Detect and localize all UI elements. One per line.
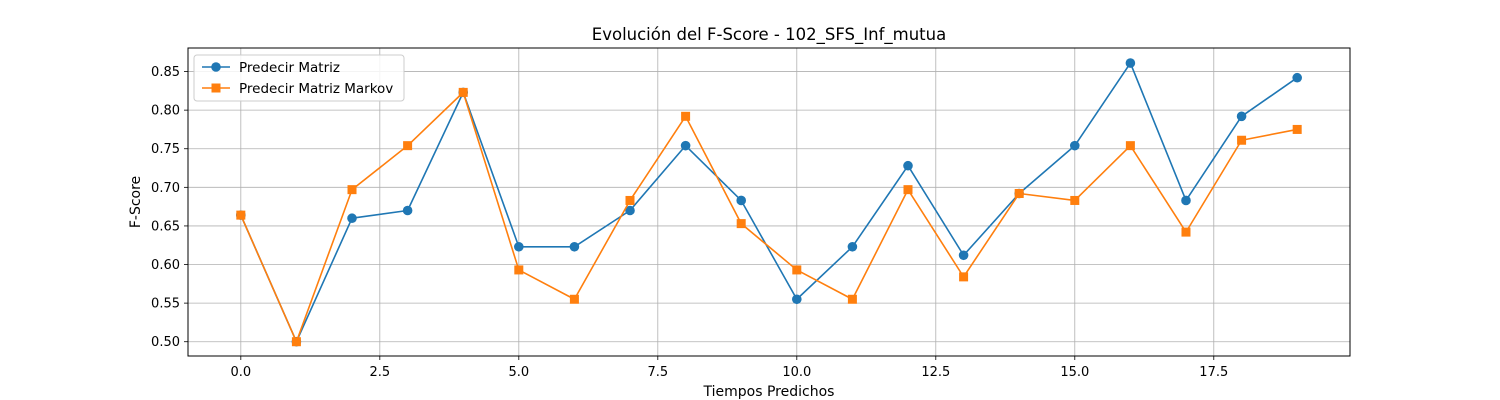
- y-tick-label: 0.75: [151, 142, 180, 157]
- series-layer: [236, 58, 1302, 347]
- data-point: [458, 87, 468, 97]
- data-point: [1292, 124, 1302, 134]
- x-tick-label: 2.5: [369, 365, 390, 380]
- legend-label: Predecir Matriz Markov: [239, 81, 393, 97]
- legend-item: Predecir Matriz Markov: [202, 81, 393, 97]
- x-tick-label: 0.0: [230, 365, 251, 380]
- data-point: [847, 294, 857, 304]
- data-point: [1181, 195, 1191, 206]
- data-point: [791, 294, 802, 305]
- y-tick-label: 0.70: [151, 181, 180, 196]
- data-point: [514, 241, 524, 252]
- x-tick-label: 5.0: [508, 365, 529, 380]
- y-tick-label: 0.85: [151, 65, 180, 80]
- legend-item: Predecir Matriz: [202, 60, 340, 76]
- data-point: [1236, 111, 1247, 122]
- x-tick-label: 17.5: [1199, 365, 1228, 380]
- data-point: [347, 185, 357, 195]
- x-tick-label: 10.0: [782, 365, 811, 380]
- data-point: [569, 294, 579, 304]
- data-point: [958, 250, 969, 261]
- y-tick-label: 0.60: [151, 258, 180, 273]
- data-point: [625, 205, 635, 216]
- data-point: [347, 213, 357, 224]
- data-point: [792, 265, 802, 275]
- series-line: [240, 91, 1298, 343]
- data-point: [903, 160, 913, 171]
- data-point: [1014, 189, 1024, 199]
- legend: Predecir Matriz Predecir Matriz Markov: [193, 54, 405, 102]
- data-point: [1125, 141, 1135, 151]
- data-point: [1181, 227, 1191, 237]
- data-point: [681, 111, 691, 121]
- data-point: [1292, 72, 1302, 83]
- x-tick-label: 12.5: [921, 365, 950, 380]
- x-tick-label: 7.5: [647, 365, 668, 380]
- y-axis-title: F-Score: [128, 176, 144, 228]
- legend-box: [193, 54, 405, 102]
- x-axis-title: Tiempos Predichos: [703, 384, 835, 400]
- data-point: [736, 219, 746, 229]
- series-2: [236, 87, 1302, 347]
- data-point: [959, 272, 969, 282]
- legend-marker: [211, 83, 221, 93]
- legend-label: Predecir Matriz: [239, 60, 340, 76]
- data-point: [736, 195, 747, 206]
- chart-title: Evolución del F-Score - 102_SFS_Inf_mutu…: [592, 25, 946, 45]
- data-point: [903, 185, 913, 195]
- data-point: [1237, 135, 1247, 145]
- data-point: [236, 210, 246, 220]
- tick-layer: 0.0 2.5 5.0 7.5 10.0 12.5 15.0 17.5 0.50 0.55 0.60…: [151, 65, 1228, 380]
- y-tick-label: 0.65: [151, 219, 180, 234]
- data-point: [514, 265, 524, 275]
- series-line: [240, 62, 1298, 343]
- legend-marker: [211, 62, 221, 72]
- plot-frame: [187, 47, 1351, 357]
- data-point: [402, 205, 413, 216]
- data-point: [1069, 140, 1080, 151]
- data-point: [569, 241, 580, 252]
- y-tick-label: 0.80: [151, 104, 180, 119]
- data-point: [291, 337, 301, 347]
- y-tick-label: 0.50: [151, 335, 180, 350]
- data-point: [680, 140, 691, 151]
- x-tick-label: 15.0: [1060, 365, 1089, 380]
- data-point: [625, 195, 635, 205]
- y-tick-label: 0.55: [151, 297, 180, 312]
- data-point: [847, 241, 858, 252]
- data-point: [1125, 58, 1136, 68]
- data-point: [403, 141, 413, 151]
- data-point: [1070, 195, 1080, 205]
